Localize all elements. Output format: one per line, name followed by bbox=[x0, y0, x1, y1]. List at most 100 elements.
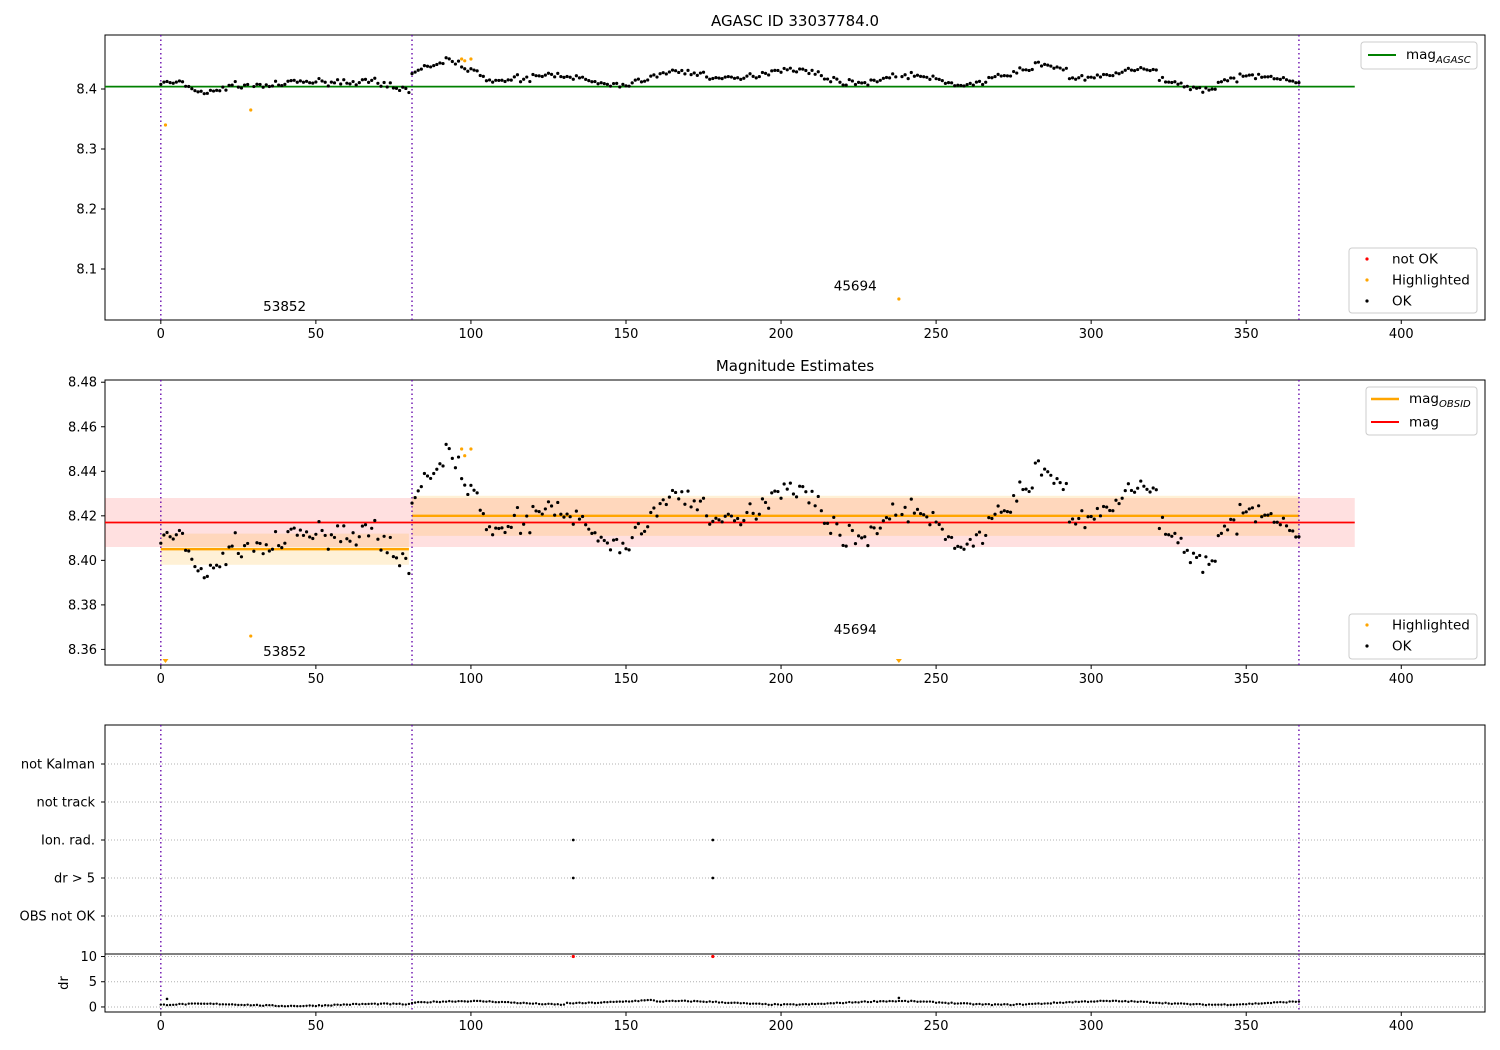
ok-point bbox=[1250, 73, 1255, 77]
ok-point bbox=[847, 77, 851, 82]
ok-point bbox=[497, 526, 501, 531]
ok-point bbox=[1263, 75, 1267, 79]
dr-point bbox=[218, 1003, 221, 1006]
ok-point bbox=[360, 524, 364, 528]
ok-point bbox=[162, 80, 166, 84]
ok-point bbox=[950, 81, 954, 85]
dr-point bbox=[193, 1002, 197, 1005]
ok-point bbox=[208, 563, 213, 567]
dr-point bbox=[386, 1002, 389, 1005]
dr-point bbox=[274, 1004, 277, 1008]
ok-point bbox=[1226, 79, 1230, 83]
dr-point bbox=[1058, 1001, 1062, 1004]
ok-point bbox=[618, 85, 622, 89]
panel2-ytick-label: 8.44 bbox=[68, 465, 97, 480]
ok-point bbox=[320, 79, 324, 83]
dr-point bbox=[671, 999, 674, 1002]
dr-point bbox=[265, 1003, 268, 1007]
panel1-xtick-label: 50 bbox=[308, 327, 325, 342]
ok-point bbox=[822, 77, 827, 81]
dr-point bbox=[1096, 1000, 1099, 1003]
ok-point bbox=[512, 75, 516, 79]
dr-point bbox=[1269, 1001, 1273, 1005]
ok-point bbox=[990, 516, 994, 521]
ok-point bbox=[506, 524, 510, 529]
ok-point bbox=[1163, 532, 1168, 536]
dr-point bbox=[1142, 1000, 1146, 1004]
ok-point bbox=[438, 61, 442, 65]
ok-point bbox=[1216, 534, 1220, 538]
ok-point bbox=[984, 80, 988, 84]
ok-point bbox=[574, 509, 578, 513]
ok-point bbox=[280, 83, 284, 88]
dr-point bbox=[1214, 1003, 1217, 1006]
ok-point bbox=[1108, 508, 1112, 513]
panel1-xtick-label: 200 bbox=[769, 327, 794, 342]
dr-point bbox=[237, 1003, 240, 1007]
dr-point bbox=[544, 1002, 547, 1006]
dr-point bbox=[674, 999, 677, 1003]
highlighted-point-clipped bbox=[162, 659, 169, 663]
ok-point bbox=[577, 517, 582, 521]
ok-point bbox=[726, 512, 730, 516]
dr-point bbox=[491, 1000, 494, 1004]
dr-point bbox=[373, 1002, 376, 1005]
ok-point bbox=[174, 80, 178, 84]
ok-point bbox=[323, 80, 327, 84]
ok-point bbox=[500, 78, 504, 82]
dr-point bbox=[1155, 1001, 1158, 1004]
ok-point bbox=[401, 85, 405, 89]
legend-label: Highlighted bbox=[1392, 618, 1470, 634]
dr-point bbox=[987, 1002, 991, 1006]
ok-point bbox=[1080, 74, 1084, 78]
ok-point bbox=[236, 85, 240, 89]
ok-point bbox=[339, 540, 343, 544]
ok-point bbox=[373, 518, 377, 523]
ok-point bbox=[959, 545, 963, 549]
dr-point bbox=[525, 1002, 528, 1005]
ok-point bbox=[655, 75, 659, 79]
dr-point bbox=[655, 1000, 659, 1003]
ok-point bbox=[723, 75, 727, 79]
ok-point bbox=[1294, 535, 1298, 539]
dr-point bbox=[547, 1002, 550, 1005]
legend-mag-obsid-text: mag bbox=[1409, 391, 1439, 407]
ok-point bbox=[571, 522, 575, 526]
dr-point bbox=[733, 1001, 736, 1004]
ok-point bbox=[729, 75, 734, 79]
ok-point bbox=[1170, 534, 1174, 538]
ok-point bbox=[382, 534, 386, 538]
ok-point bbox=[810, 489, 814, 493]
dr-point bbox=[423, 1000, 426, 1004]
ok-point bbox=[962, 84, 966, 88]
ok-point bbox=[605, 541, 609, 545]
dr-point bbox=[553, 1003, 556, 1006]
dr-point bbox=[844, 1001, 848, 1004]
panel1-xtick-label: 400 bbox=[1389, 327, 1414, 342]
ok-point bbox=[196, 90, 200, 94]
ok-point bbox=[1018, 66, 1022, 70]
ok-point bbox=[807, 501, 811, 505]
ok-point bbox=[385, 551, 389, 555]
dr-point bbox=[947, 1002, 950, 1005]
ok-point bbox=[537, 509, 541, 514]
ok-point bbox=[649, 510, 653, 515]
ok-point bbox=[304, 530, 309, 534]
ok-point bbox=[829, 80, 833, 84]
ok-point bbox=[342, 78, 346, 82]
ok-point bbox=[382, 80, 386, 85]
ok-point bbox=[891, 72, 895, 76]
ok-point bbox=[475, 69, 479, 73]
ok-point bbox=[742, 518, 746, 523]
dr-point bbox=[255, 1003, 259, 1007]
highlighted-point bbox=[249, 634, 253, 638]
ok-point bbox=[425, 64, 430, 68]
dr-point bbox=[587, 1001, 590, 1004]
ok-point bbox=[701, 70, 706, 74]
ok-point bbox=[1089, 75, 1093, 79]
ok-point bbox=[863, 535, 867, 539]
ok-point bbox=[453, 62, 458, 66]
ok-point bbox=[518, 531, 523, 536]
ok-point bbox=[1278, 77, 1282, 81]
legend-mag-obsid-subscript: OBSID bbox=[1439, 399, 1471, 410]
